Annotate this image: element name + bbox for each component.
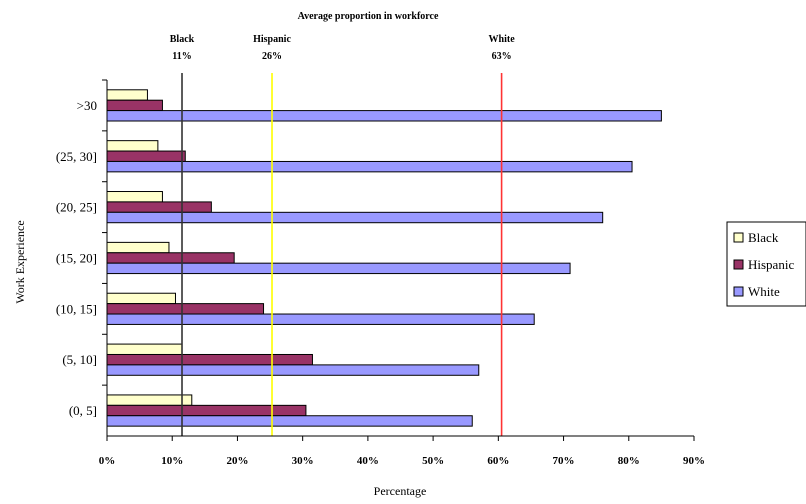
x-tick-label: 50%: [422, 455, 444, 467]
x-tick-labels: 0% 10% 20% 30% 40% 50% 60% 70% 80% 90%: [99, 455, 705, 467]
category-label: (15, 20]: [56, 251, 97, 266]
category-label: (0, 5]: [69, 403, 97, 418]
bar-hispanic-2: [106, 303, 265, 315]
bar-hispanic-4: [106, 201, 212, 213]
reference-lines: [181, 73, 503, 436]
x-tick-label: 0%: [99, 455, 116, 467]
legend-swatch-black: [733, 232, 744, 243]
category-label: (10, 15]: [56, 301, 97, 316]
legend-label-hispanic: Hispanic: [748, 257, 794, 272]
bar-hispanic-6: [106, 99, 163, 112]
category-label: (20, 25]: [56, 200, 97, 215]
bar-black-0: [106, 394, 193, 406]
bar-white-0: [106, 415, 473, 427]
x-tick-label: 30%: [292, 455, 314, 467]
legend-swatch-white: [733, 286, 744, 297]
bar-hispanic-0: [106, 404, 307, 417]
bar-white-5: [106, 160, 633, 173]
top-title: Average proportion in workforce: [298, 11, 439, 22]
bar-hispanic-5: [106, 150, 186, 162]
category-label: (25, 30]: [56, 149, 97, 164]
bar-hispanic-3: [106, 252, 235, 264]
x-tick-label: 10%: [161, 455, 183, 467]
legend-label-white: White: [748, 284, 780, 299]
x-tick-label: 60%: [487, 455, 509, 467]
y-axis-title: Work Experience: [13, 220, 27, 303]
bar-hispanic-1: [106, 353, 313, 366]
x-tick-label: 20%: [226, 455, 248, 467]
reference-label-value: 63%: [492, 51, 512, 62]
x-axis-title: Percentage: [374, 484, 427, 498]
x-tick-label: 90%: [683, 455, 705, 467]
category-label: (5, 10]: [62, 352, 97, 367]
bar-white-2: [106, 313, 535, 325]
bar-white-6: [106, 110, 662, 122]
x-tick-label: 80%: [618, 455, 640, 467]
x-tick-label: 70%: [553, 455, 575, 467]
category-labels: (0, 5] (5, 10] (10, 15] (15, 20] (20, 25] (25…: [56, 98, 97, 418]
reference-label-name: Hispanic: [253, 34, 291, 45]
bar-black-4: [106, 191, 163, 203]
bar-black-1: [106, 343, 183, 355]
bar-black-6: [106, 89, 148, 101]
bar-white-3: [106, 262, 571, 275]
legend: Black Hispanic White: [726, 221, 806, 307]
bar-black-2: [106, 292, 176, 305]
bars: [106, 89, 662, 427]
reference-label-name: Black: [170, 34, 195, 45]
reference-label-name: White: [489, 34, 516, 45]
reference-labels: Black 11% Hispanic 26% White 63%: [170, 34, 515, 62]
bar-white-1: [106, 364, 480, 376]
legend-swatch-hispanic: [733, 259, 744, 270]
reference-label-value: 11%: [172, 51, 191, 62]
reference-label-value: 26%: [262, 51, 282, 62]
bar-black-3: [106, 241, 170, 254]
axes: [102, 79, 695, 441]
x-tick-label: 40%: [357, 455, 379, 467]
bar-black-5: [106, 140, 159, 152]
category-label: >30: [77, 98, 97, 113]
legend-label-black: Black: [748, 230, 779, 245]
